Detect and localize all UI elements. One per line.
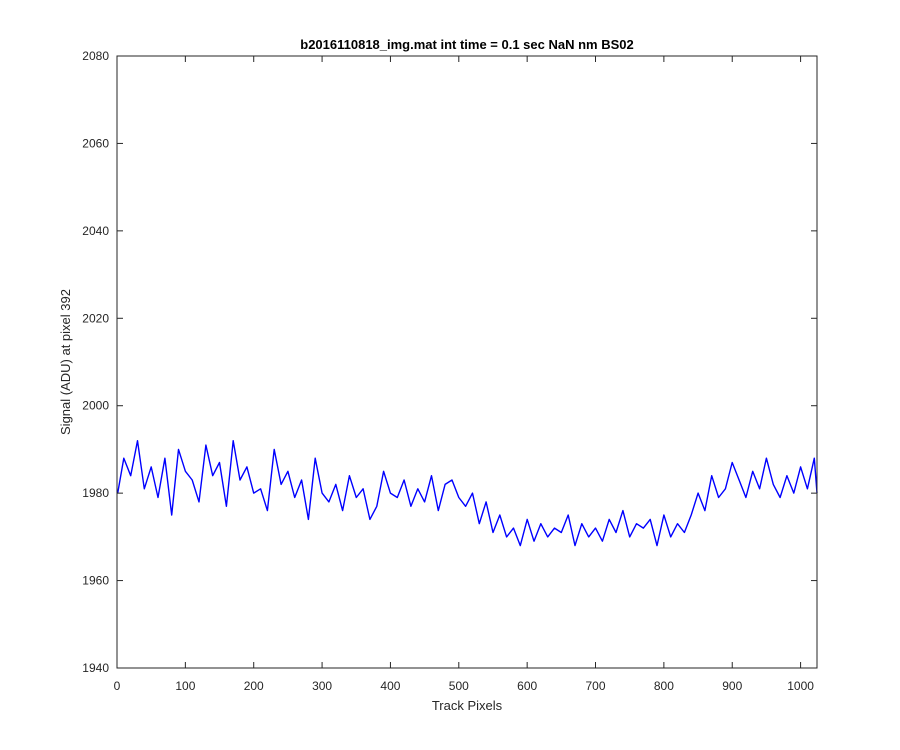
x-tick-label: 900 <box>722 679 742 693</box>
y-tick-label: 2040 <box>82 224 109 238</box>
x-tick-label: 800 <box>654 679 674 693</box>
y-tick-label: 2020 <box>82 311 109 325</box>
y-tick-label: 2000 <box>82 399 109 413</box>
x-tick-label: 0 <box>114 679 121 693</box>
series-line-0 <box>117 440 818 547</box>
y-tick-label: 1960 <box>82 574 109 588</box>
data-layer <box>117 440 818 547</box>
x-tick-label: 1000 <box>787 679 814 693</box>
y-tick-label: 2060 <box>82 136 109 150</box>
x-axis-label: Track Pixels <box>432 698 503 713</box>
y-tick-label: 1940 <box>82 661 109 675</box>
x-tick-label: 300 <box>312 679 332 693</box>
x-tick-label: 200 <box>244 679 264 693</box>
y-axis-label: Signal (ADU) at pixel 392 <box>58 289 73 435</box>
x-tick-label: 400 <box>380 679 400 693</box>
x-tick-label: 100 <box>175 679 195 693</box>
y-tick-label: 1980 <box>82 486 109 500</box>
ticks-layer: 0 100 200 300 400 500 600 700 800 900 1000 1940 1960… <box>82 49 817 693</box>
chart-title: b2016110818_img.mat int time = 0.1 sec N… <box>300 37 633 52</box>
y-tick-label: 2080 <box>82 49 109 63</box>
x-tick-label: 600 <box>517 679 537 693</box>
x-tick-label: 700 <box>586 679 606 693</box>
x-tick-label: 500 <box>449 679 469 693</box>
axes-frame <box>116 55 818 669</box>
plot-area <box>117 56 817 668</box>
